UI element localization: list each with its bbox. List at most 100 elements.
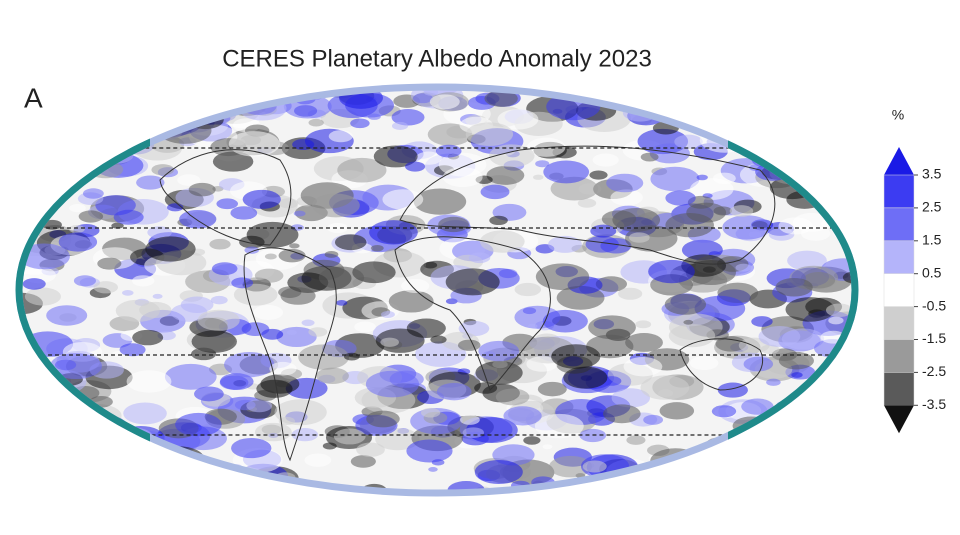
anomaly-patch xyxy=(68,452,87,462)
anomaly-patch xyxy=(592,153,619,167)
anomaly-patch xyxy=(231,437,272,459)
anomaly-patch xyxy=(291,428,319,442)
anomaly-patch xyxy=(413,188,467,215)
anomaly-patch xyxy=(110,138,125,146)
anomaly-patch xyxy=(210,295,228,305)
anomaly-patch xyxy=(429,94,460,110)
anomaly-patch xyxy=(278,198,299,209)
anomaly-patch xyxy=(199,87,228,96)
anomaly-patch xyxy=(658,480,680,492)
anomaly-patch xyxy=(82,188,104,199)
anomaly-patch xyxy=(783,92,811,107)
anomaly-patch xyxy=(327,222,348,234)
anomaly-patch xyxy=(833,97,855,119)
anomaly-patch xyxy=(129,87,180,108)
anomaly-patch xyxy=(254,422,292,442)
anomaly-patch xyxy=(847,437,855,450)
anomaly-patch xyxy=(711,405,737,418)
anomaly-patch xyxy=(766,110,806,131)
colorbar-tick-label: 2.5 xyxy=(922,199,942,215)
anomaly-patch xyxy=(37,167,80,189)
anomaly-patch xyxy=(643,414,664,425)
anomaly-patch xyxy=(380,337,399,347)
anomaly-patch xyxy=(366,410,400,428)
anomaly-patch xyxy=(706,444,761,472)
anomaly-patch xyxy=(785,297,835,322)
anomaly-patch xyxy=(370,244,384,252)
anomaly-patch xyxy=(391,121,409,130)
anomaly-patch xyxy=(465,122,514,147)
anomaly-patch xyxy=(98,457,116,467)
anomaly-patch xyxy=(760,438,777,447)
anomaly-patch xyxy=(278,248,306,263)
anomaly-patch xyxy=(242,189,281,209)
anomaly-patch xyxy=(665,190,696,206)
colorbar-tick-label: -3.5 xyxy=(922,396,946,412)
anomaly-patch xyxy=(435,144,462,158)
anomaly-patch xyxy=(241,322,270,337)
anomaly-patch xyxy=(748,480,803,493)
anomaly-patch xyxy=(34,440,61,454)
anomaly-patch xyxy=(696,174,708,181)
anomaly-patch xyxy=(66,98,91,111)
anomaly-patch xyxy=(535,160,550,168)
anomaly-patch xyxy=(19,366,50,392)
anomaly-patch xyxy=(19,243,70,270)
anomaly-patch xyxy=(694,468,731,487)
anomaly-patch xyxy=(132,275,155,287)
anomaly-patch xyxy=(192,94,232,114)
anomaly-patch xyxy=(69,203,86,213)
anomaly-patch xyxy=(161,87,185,99)
anomaly-patch xyxy=(798,152,831,169)
anomaly-patch xyxy=(343,352,360,361)
anomaly-patch xyxy=(825,303,853,317)
anomaly-patch xyxy=(815,414,851,433)
anomaly-patch xyxy=(184,87,228,106)
anomaly-patch xyxy=(848,365,855,377)
colorbar-box xyxy=(883,306,915,340)
anomaly-patch xyxy=(830,162,855,179)
anomaly-patch xyxy=(659,402,695,420)
anomaly-patch xyxy=(420,407,441,418)
anomaly-patch xyxy=(415,151,442,165)
colorbar-tick-label: 0.5 xyxy=(922,264,942,280)
anomaly-patch xyxy=(462,427,485,439)
anomaly-patch xyxy=(367,113,381,120)
anomaly-patch xyxy=(337,157,387,183)
anomaly-patch xyxy=(88,428,134,452)
anomaly-patch xyxy=(789,462,814,475)
anomaly-patch xyxy=(548,235,582,253)
anomaly-patch xyxy=(292,139,315,151)
anomaly-patch xyxy=(743,90,754,96)
anomaly-patch xyxy=(38,411,89,437)
anomaly-patch xyxy=(704,454,754,480)
colorbar-box xyxy=(883,339,915,373)
anomaly-patch xyxy=(241,479,255,487)
anomaly-patch xyxy=(47,459,96,484)
anomaly-patch xyxy=(328,130,353,143)
colorbar-tick-label: -2.5 xyxy=(922,363,946,379)
anomaly-patch xyxy=(766,378,781,386)
anomaly-patch xyxy=(333,428,366,445)
anomaly-patch xyxy=(832,428,855,453)
anomaly-patch xyxy=(534,413,584,439)
anomaly-patch xyxy=(514,282,542,297)
anomaly-patch xyxy=(755,96,801,120)
anomaly-patch xyxy=(791,372,803,378)
anomaly-patch xyxy=(805,131,841,150)
anomaly-patch xyxy=(405,161,426,172)
anomaly-patch xyxy=(773,106,809,125)
anomaly-patch xyxy=(751,316,773,327)
anomaly-patch xyxy=(84,134,119,152)
anomaly-patch xyxy=(428,467,438,472)
colorbar-extend-top xyxy=(884,147,914,175)
anomaly-patch xyxy=(542,309,588,333)
anomaly-patch xyxy=(97,95,148,122)
anomaly-patch xyxy=(758,93,784,106)
anomaly-patch xyxy=(563,366,608,389)
anomaly-patch xyxy=(273,90,285,97)
anomaly-patch xyxy=(228,473,249,484)
anomaly-patch xyxy=(128,124,156,139)
anomaly-patch xyxy=(365,370,420,398)
anomaly-patch xyxy=(474,460,523,485)
